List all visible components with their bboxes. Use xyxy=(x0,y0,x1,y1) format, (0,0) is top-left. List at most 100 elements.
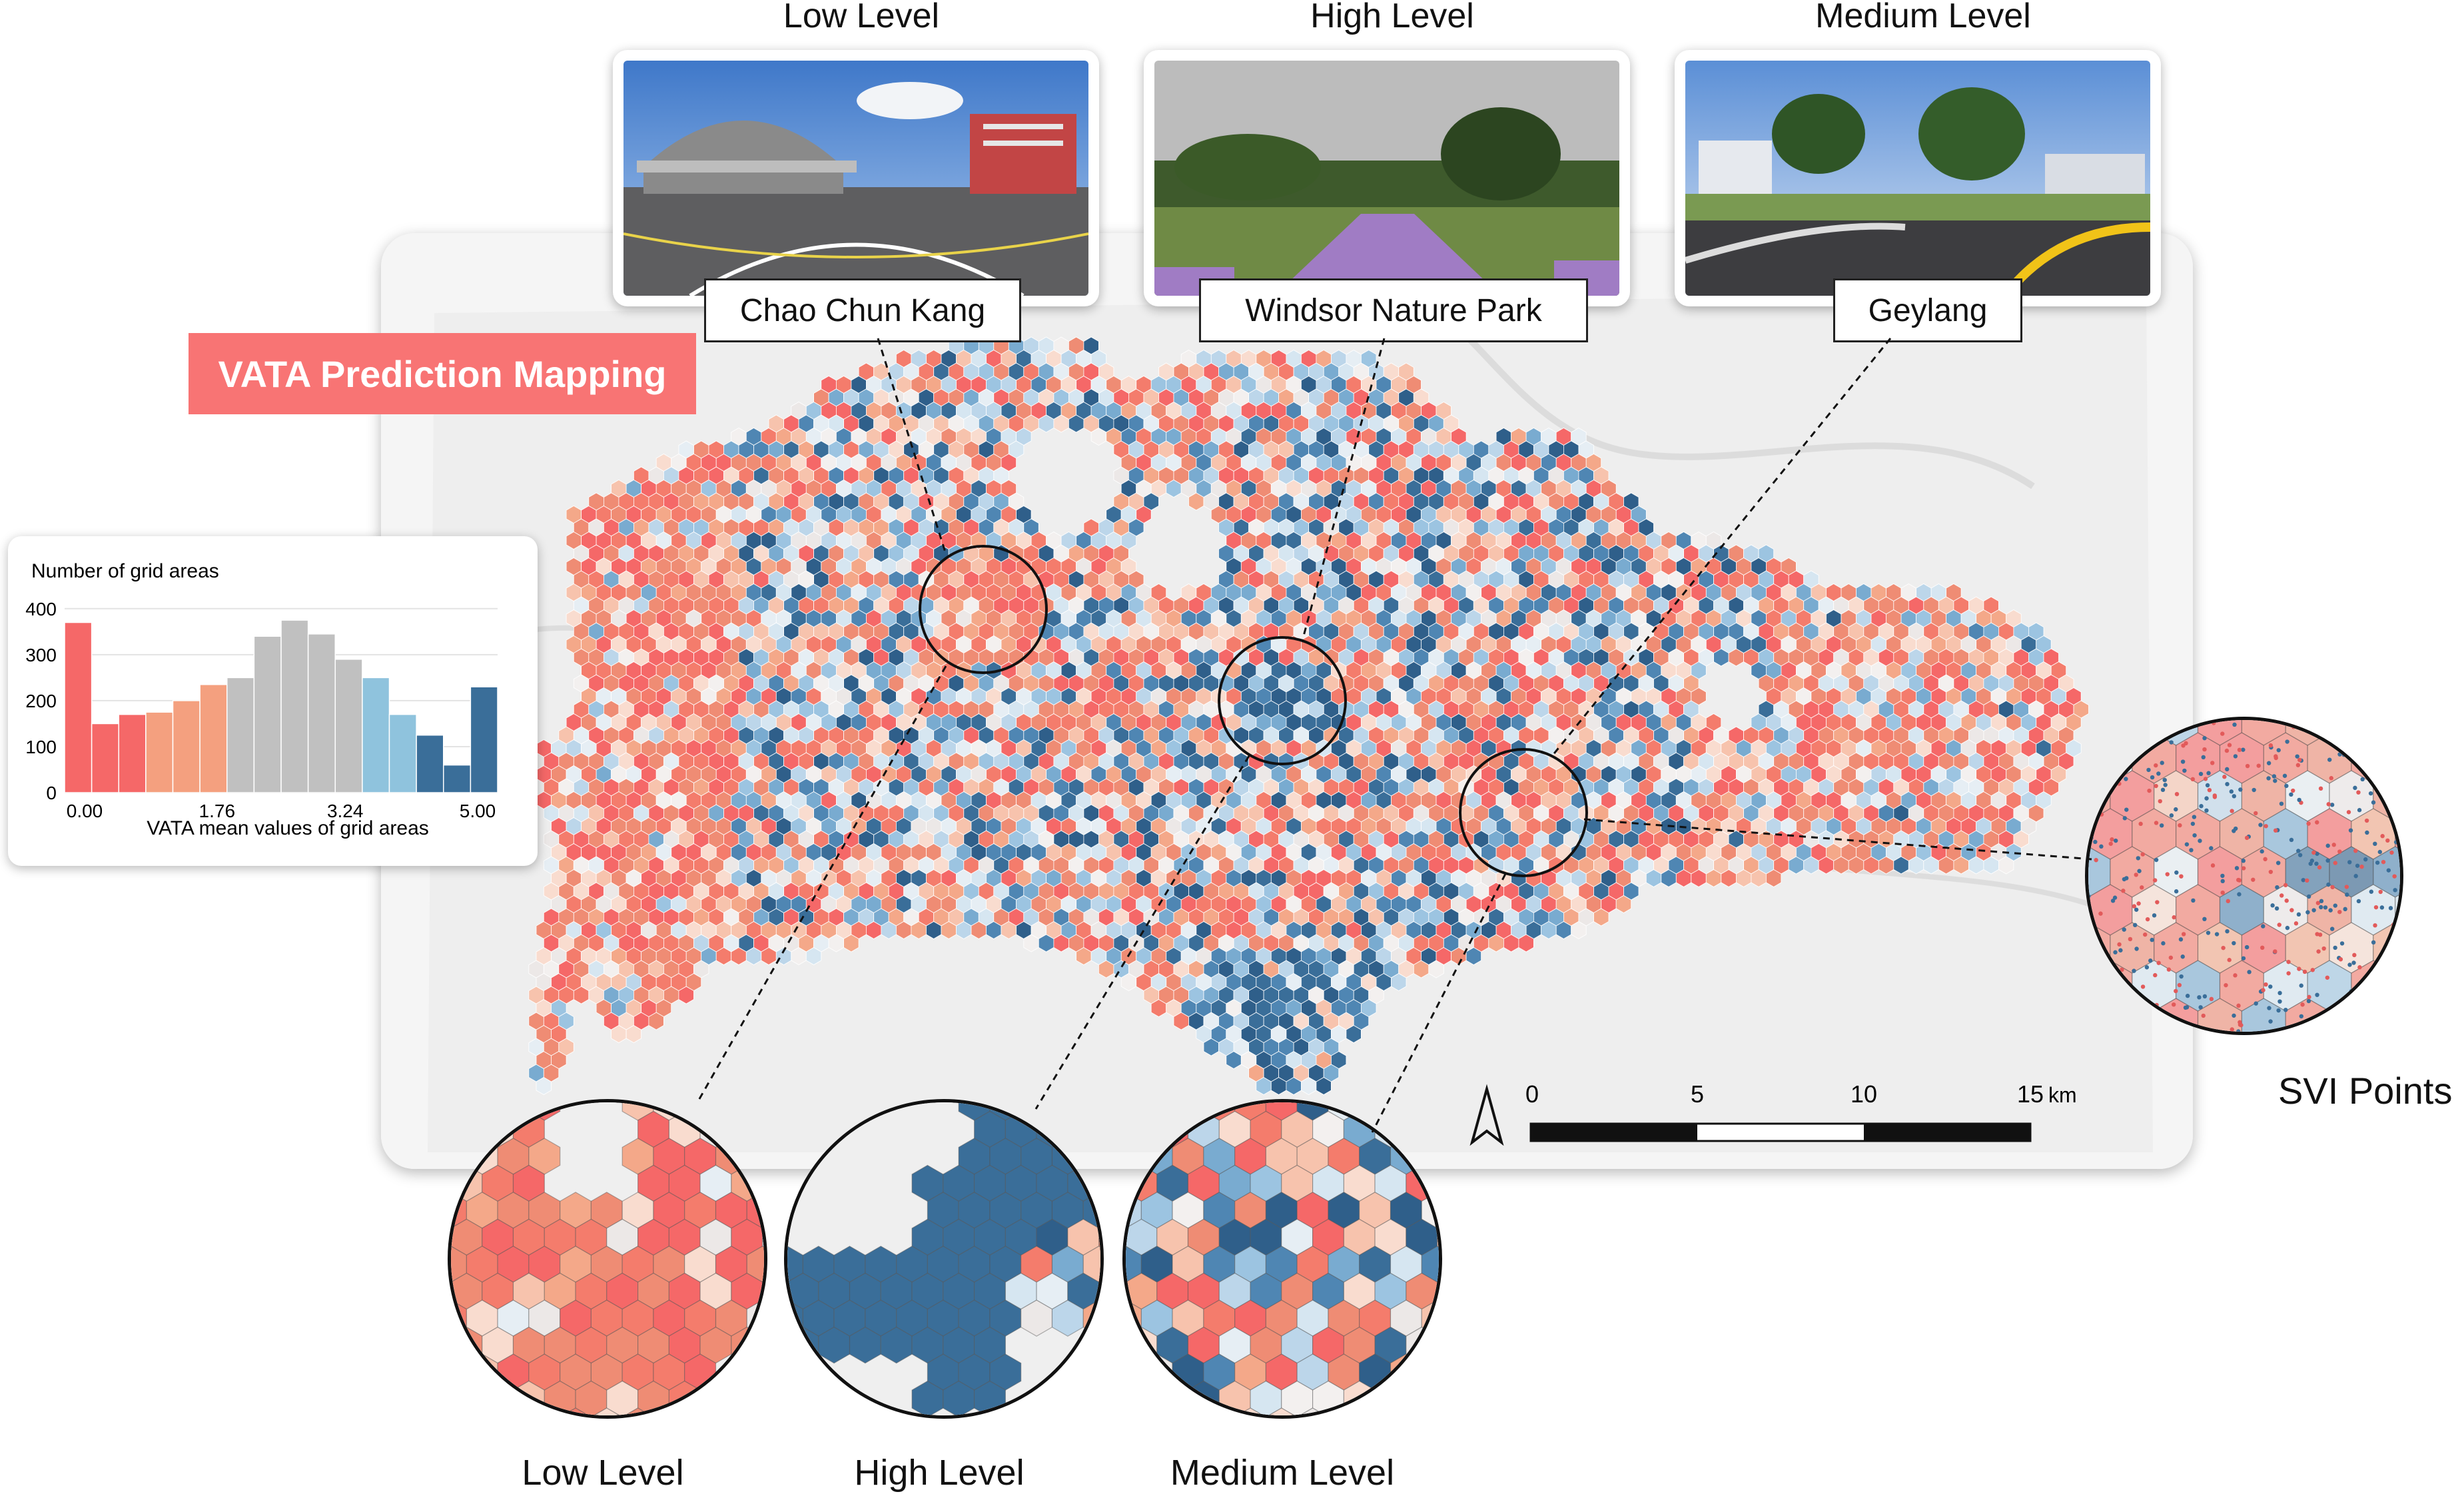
histogram-bar xyxy=(172,700,201,793)
svi-point xyxy=(2099,735,2104,739)
svi-point xyxy=(2289,792,2293,797)
svi-point xyxy=(2152,913,2157,918)
svi-point xyxy=(2326,882,2331,887)
histogram-xlabel: VATA mean values of grid areas xyxy=(147,817,429,839)
svi-point xyxy=(2305,910,2310,915)
histogram-bar xyxy=(280,619,309,793)
svi-point xyxy=(2283,1007,2288,1012)
svi-point xyxy=(2349,988,2353,994)
svi-point xyxy=(2191,898,2196,903)
svi-point xyxy=(2352,952,2357,958)
histogram-ytick: 0 xyxy=(46,783,57,803)
svi-point xyxy=(2174,988,2178,994)
svi-point xyxy=(2182,768,2187,773)
svi-point xyxy=(2169,813,2174,818)
svi-point xyxy=(2241,859,2246,863)
svi-point xyxy=(2347,860,2352,865)
svi-point xyxy=(2156,960,2161,965)
svi-point xyxy=(2140,852,2145,857)
svi-point xyxy=(2121,889,2126,893)
svi-point xyxy=(2124,807,2129,812)
histogram-bar xyxy=(334,659,363,793)
svi-point xyxy=(2227,958,2232,962)
svi-point xyxy=(2380,723,2385,727)
svi-point xyxy=(2373,841,2377,847)
street-view-photo-high xyxy=(1154,61,1619,296)
svi-point xyxy=(2124,777,2128,781)
svi-point xyxy=(2325,858,2330,863)
svi-point xyxy=(2099,750,2104,755)
svi-point xyxy=(2356,990,2361,995)
photo-heading-high: High Level xyxy=(1310,0,1474,35)
svi-point xyxy=(2237,892,2242,897)
histogram-ylabel: Number of grid areas xyxy=(31,560,219,582)
svi-point xyxy=(2092,1003,2097,1008)
svi-point xyxy=(2156,771,2161,776)
location-label-medium: Geylang xyxy=(1833,278,2022,342)
svi-point xyxy=(2160,787,2166,793)
histogram-bar xyxy=(145,711,174,793)
svi-point xyxy=(2094,972,2099,976)
svi-point xyxy=(2341,753,2347,757)
svi-point xyxy=(2098,911,2103,916)
svi-point xyxy=(2270,903,2275,908)
svi-point xyxy=(2094,858,2098,863)
svi-point xyxy=(2096,962,2101,966)
svi-point xyxy=(2359,725,2365,730)
svi-point xyxy=(2244,944,2250,950)
svi-point xyxy=(2174,870,2179,875)
svi-photo-card-high xyxy=(1144,50,1630,306)
svi-point xyxy=(2329,803,2335,807)
svi-point xyxy=(2132,923,2138,928)
svi-point xyxy=(2110,837,2114,842)
histogram-bar xyxy=(307,633,336,793)
svi-point xyxy=(2232,1013,2236,1018)
svi-point xyxy=(2180,954,2185,959)
svi-point xyxy=(2389,850,2394,855)
svi-point xyxy=(2315,820,2319,825)
svi-point xyxy=(2232,794,2237,799)
histogram-bar xyxy=(443,764,472,793)
svi-point xyxy=(2181,932,2186,936)
svi-point xyxy=(2337,849,2342,854)
svi-point xyxy=(2147,788,2152,793)
svi-point xyxy=(2371,1008,2376,1013)
svi-point xyxy=(2210,863,2216,868)
svi-point xyxy=(2134,946,2139,951)
svi-point xyxy=(2158,799,2162,804)
svi-point xyxy=(2330,885,2335,890)
svi-point xyxy=(2380,834,2385,839)
svi-point xyxy=(2365,830,2369,835)
svi-point xyxy=(2266,761,2271,765)
svi-point xyxy=(2114,838,2118,843)
svi-point xyxy=(2356,721,2361,725)
svi-point xyxy=(2140,725,2145,730)
svi-point xyxy=(2154,821,2159,825)
svi-point xyxy=(2297,757,2302,763)
svi-point xyxy=(2273,755,2278,761)
svi-point xyxy=(2136,856,2141,861)
svi-point xyxy=(2279,893,2284,898)
zoom-circle-low xyxy=(448,1099,767,1419)
svi-point xyxy=(2379,905,2385,910)
svi-point xyxy=(2230,1027,2234,1032)
svi-point xyxy=(2117,942,2122,947)
map-title: VATA Prediction Mapping xyxy=(189,333,696,414)
svi-point xyxy=(2161,941,2166,946)
svi-point xyxy=(2314,861,2319,866)
svi-point xyxy=(2239,1022,2244,1028)
svi-point xyxy=(2233,754,2238,759)
svi-point xyxy=(2124,876,2129,881)
svi-photo-card-medium xyxy=(1675,50,2161,306)
svi-point xyxy=(2297,853,2303,857)
svi-point xyxy=(2261,988,2265,992)
svi-point xyxy=(2327,757,2332,762)
svi-point xyxy=(2285,739,2289,744)
svi-point xyxy=(2360,777,2365,782)
histogram-bar xyxy=(388,713,417,793)
histogram-ytick: 100 xyxy=(25,737,57,757)
zoom-hex-low xyxy=(451,1102,764,1415)
svi-point xyxy=(2117,978,2122,982)
svi-point xyxy=(2333,861,2337,865)
svi-point xyxy=(2311,850,2316,855)
